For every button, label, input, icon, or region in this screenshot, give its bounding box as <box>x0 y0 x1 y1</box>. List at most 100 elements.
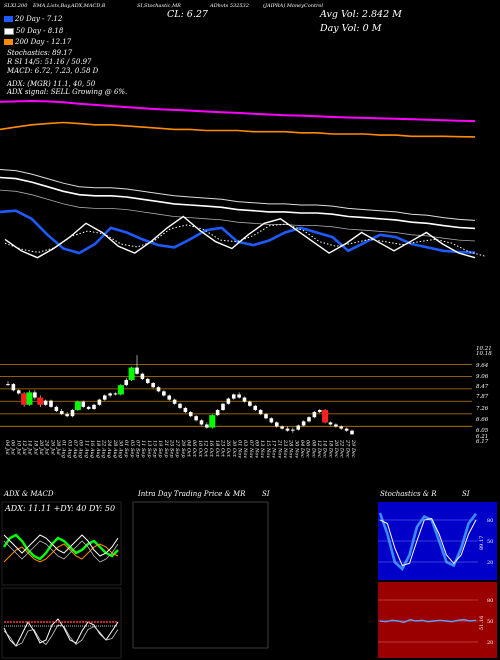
price-tick: 6.17 <box>476 439 489 445</box>
date-tick: 28 Nov <box>288 439 294 458</box>
candle-body <box>43 400 48 405</box>
stoch-current-value: 89.17 <box>479 536 485 550</box>
date-tick: 27 Sep <box>174 439 180 458</box>
legend-macd: MACD: 6.72, 7.23, 0.58 D <box>7 67 99 75</box>
date-tick: 17 Nov <box>271 440 277 458</box>
candle-body <box>108 393 112 396</box>
candle-body <box>301 421 306 426</box>
date-tick: 25 Sep <box>168 439 174 458</box>
candle-body <box>237 394 241 398</box>
date-tick: 18 Oct <box>214 440 220 458</box>
stoch-tick: 20 <box>487 560 493 566</box>
si-axis: 80 50 20 51.16 <box>479 598 493 646</box>
date-tick: 01 Sep <box>123 440 129 458</box>
candle-body <box>65 414 69 417</box>
macd-panel <box>1 587 122 659</box>
ema-series-3 <box>0 99 476 123</box>
candle-body <box>178 403 182 408</box>
header-indicators: EMA,Lists,Bay,ADX,MACD,B <box>33 3 106 9</box>
header-tag: SLXI.200 <box>4 3 28 9</box>
date-tick: 06 Dec <box>305 440 311 458</box>
candle-body <box>135 367 139 374</box>
price-tick: 6.66 <box>476 417 489 423</box>
date-tick: 03 Aug <box>66 440 72 458</box>
candle-body <box>344 428 349 431</box>
candle-body <box>291 429 295 431</box>
date-tick: 30 Nov <box>293 440 299 458</box>
adx-series-1 <box>3 543 119 563</box>
candle-body <box>280 426 284 429</box>
candle-body <box>128 367 135 380</box>
date-tick: 18 Aug <box>95 440 101 458</box>
candle-body <box>226 398 231 404</box>
stochastics-lines <box>378 512 478 572</box>
candle-body <box>81 401 86 407</box>
price-zigzag <box>4 215 476 259</box>
date-tick: 04 Dec <box>299 440 305 458</box>
candle-body <box>140 373 145 379</box>
mr-panel-title: Intra Day Trading Price & MR <box>138 490 246 498</box>
date-tick: 12 Dec <box>316 440 322 458</box>
candle-body <box>21 393 28 405</box>
candle-body <box>156 387 161 392</box>
candle-body <box>209 415 216 428</box>
date-tick: 10 Jul <box>15 440 21 455</box>
candle-body <box>92 404 96 409</box>
candle-body <box>350 430 354 435</box>
stoch-panel-si: SI <box>462 490 470 498</box>
main-chart: 10.2110.189.649.068.477.877.266.666.056.… <box>0 99 492 458</box>
candle-body <box>145 378 150 384</box>
candle-body <box>307 417 311 422</box>
date-tick: 14 Jul <box>27 440 33 455</box>
stochastics-axis: 80 50 20 89.17 <box>479 518 493 566</box>
intraday-panel <box>132 501 269 649</box>
date-tick: 01 Aug <box>61 440 67 458</box>
candle-body <box>102 395 107 400</box>
candle-body <box>49 400 53 407</box>
candle-body <box>113 393 118 395</box>
candle-body <box>269 418 274 423</box>
date-tick: 18 Dec <box>327 440 333 458</box>
candle-body <box>117 385 124 395</box>
date-tick: 26 Jul <box>49 439 55 455</box>
candle-body <box>183 407 188 413</box>
date-tick: 09 Nov <box>254 440 260 458</box>
date-tick: 16 Aug <box>89 440 95 458</box>
date-tick: 03 Nov <box>242 440 248 458</box>
stoch-tick: 50 <box>487 539 493 545</box>
date-tick: 27 Dec <box>344 439 350 458</box>
legend-ema50: 50 Day - 8.18 <box>4 27 63 35</box>
price-tick: 7.87 <box>476 394 489 400</box>
legend-swatch-blue <box>4 16 13 22</box>
date-tick: 29 Dec <box>350 439 356 458</box>
candle-body <box>317 409 322 413</box>
price-dotted <box>4 223 486 257</box>
avg-volume: Avg Vol: 2.842 M <box>320 9 402 20</box>
ema-series-1 <box>0 176 476 230</box>
candle-body <box>70 409 75 417</box>
header-code: ADhvts 532532 <box>210 3 249 9</box>
date-tick: 22 Dec <box>339 439 345 458</box>
candle-body <box>339 426 344 429</box>
candle-body <box>296 425 301 430</box>
candle-body <box>26 392 33 405</box>
price-tick: 7.26 <box>476 406 489 412</box>
candle-body <box>172 399 177 404</box>
si-tick: 50 <box>487 619 493 625</box>
candle-body <box>334 424 338 427</box>
date-tick: 24 Aug <box>106 439 112 458</box>
si-current-value: 51.16 <box>479 616 485 630</box>
stoch-k-line <box>378 512 478 572</box>
candle-body <box>97 399 102 405</box>
candle-body <box>328 422 333 425</box>
adx-values: ADX: 11.11 +DY: 40 DY: 50 <box>4 504 115 513</box>
date-tick: 12 Jul <box>21 440 27 455</box>
candle-body <box>86 406 91 409</box>
legend-adx-signal: ADX signal: SELL Growing @ 6%. <box>7 88 128 96</box>
price-axis: 10.2110.189.649.068.477.877.266.666.056.… <box>476 346 492 445</box>
adx-extra <box>3 540 119 563</box>
date-tick: 13 Nov <box>259 440 265 458</box>
date-tick: 13 Sep <box>146 440 152 458</box>
si-tick: 80 <box>487 598 493 604</box>
date-tick: 18 Jul <box>32 440 38 455</box>
